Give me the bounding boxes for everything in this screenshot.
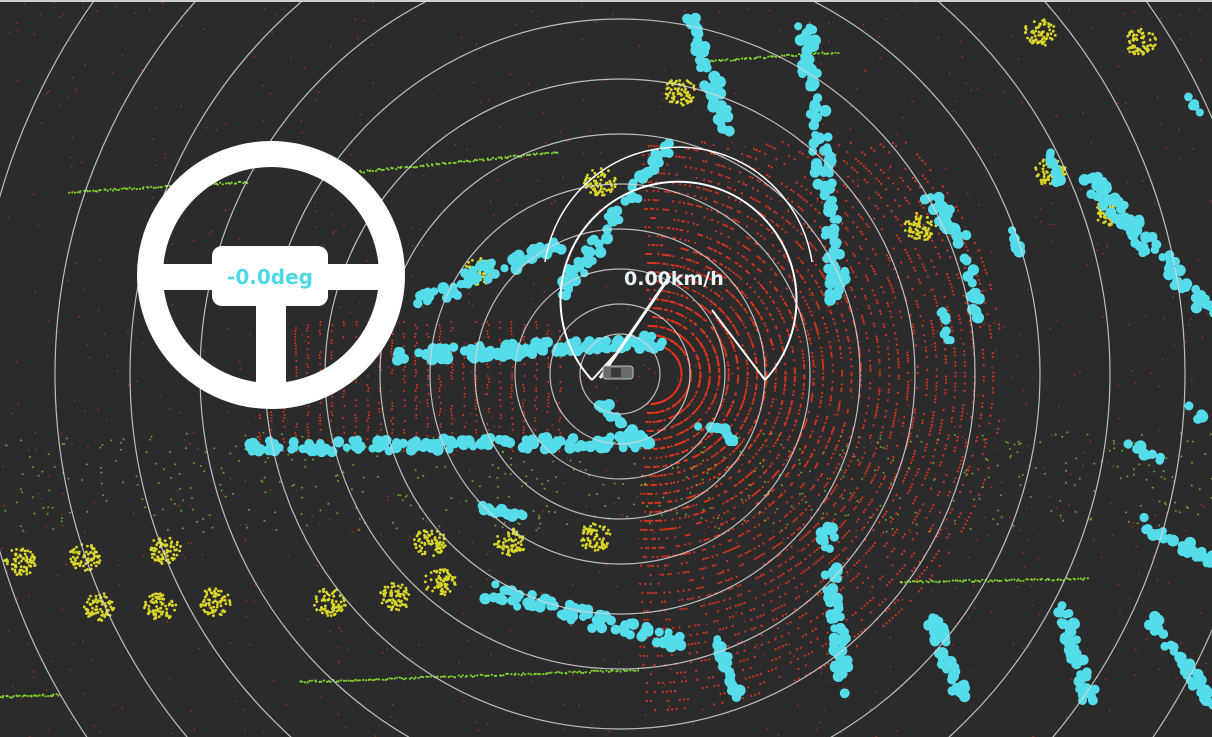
steering-wheel-icon: -0.0deg xyxy=(137,141,405,409)
range-ring xyxy=(474,228,766,520)
range-ring xyxy=(54,2,1186,737)
car-icon xyxy=(602,365,634,380)
cyan-obstacle-points xyxy=(244,12,1212,710)
speedometer-arc xyxy=(559,180,798,381)
steering-angle-readout: -0.0deg xyxy=(227,265,313,289)
range-ring xyxy=(579,333,661,415)
speed-readout: 0.00km/h xyxy=(624,268,724,290)
range-ring xyxy=(129,2,1111,737)
range-ring xyxy=(514,268,726,480)
speedometer-outer-arc xyxy=(544,146,813,263)
range-ring xyxy=(549,303,691,445)
speedometer-gauge-icon xyxy=(544,146,813,381)
range-ring xyxy=(379,133,861,615)
speedometer-right-edge xyxy=(711,309,766,381)
range-ring xyxy=(429,183,811,565)
speedometer-needle xyxy=(598,275,672,379)
